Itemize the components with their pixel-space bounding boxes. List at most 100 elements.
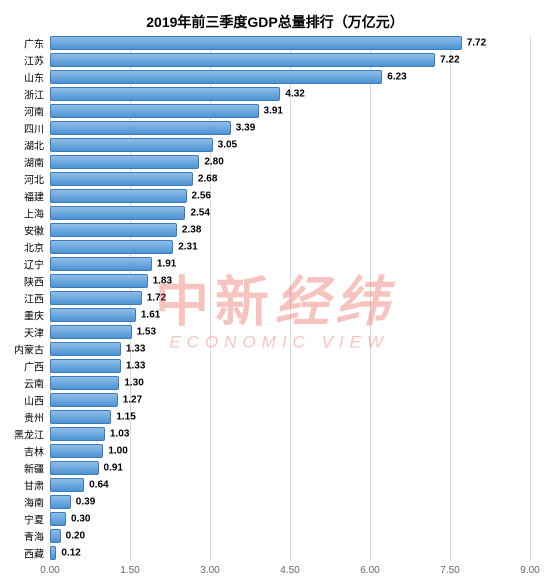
category-label: 甘肃 xyxy=(24,478,50,493)
category-label: 上海 xyxy=(24,206,50,221)
bar xyxy=(50,240,173,254)
category-label: 江苏 xyxy=(24,53,50,68)
bar xyxy=(50,172,193,186)
bar-row: 北京2.31 xyxy=(50,240,530,254)
category-label: 辽宁 xyxy=(24,257,50,272)
bar-row: 安徽2.38 xyxy=(50,223,530,237)
value-label: 0.20 xyxy=(66,531,85,542)
bar-row: 广东7.72 xyxy=(50,36,530,50)
x-tick-label: 0.00 xyxy=(40,565,59,576)
bar-row: 海南0.39 xyxy=(50,495,530,509)
value-label: 2.80 xyxy=(204,157,223,168)
bar-row: 辽宁1.91 xyxy=(50,257,530,271)
value-label: 1.53 xyxy=(137,327,156,338)
bar-row: 云南1.30 xyxy=(50,376,530,390)
bar-row: 山西1.27 xyxy=(50,393,530,407)
x-tick-label: 7.50 xyxy=(440,565,459,576)
bar-row: 新疆0.91 xyxy=(50,461,530,475)
value-label: 2.31 xyxy=(178,242,197,253)
bar xyxy=(50,495,71,509)
chart-container: 2019年前三季度GDP总量排行（万亿元） 广东7.72江苏7.22山东6.23… xyxy=(0,0,550,587)
category-label: 四川 xyxy=(24,121,50,136)
category-label: 山东 xyxy=(24,70,50,85)
value-label: 2.56 xyxy=(192,191,211,202)
chart-title: 2019年前三季度GDP总量排行（万亿元） xyxy=(0,0,550,36)
value-label: 3.05 xyxy=(218,140,237,151)
bar xyxy=(50,274,148,288)
bar xyxy=(50,546,56,560)
bar xyxy=(50,376,119,390)
value-label: 0.12 xyxy=(61,548,80,559)
bar xyxy=(50,529,61,543)
category-label: 广西 xyxy=(24,359,50,374)
bar xyxy=(50,342,121,356)
category-label: 广东 xyxy=(24,36,50,51)
value-label: 0.91 xyxy=(104,463,123,474)
bar xyxy=(50,87,280,101)
bar xyxy=(50,121,231,135)
bar xyxy=(50,189,187,203)
category-label: 内蒙古 xyxy=(14,342,50,357)
bar-row: 山东6.23 xyxy=(50,70,530,84)
bar-row: 青海0.20 xyxy=(50,529,530,543)
x-tick-label: 9.00 xyxy=(520,565,539,576)
category-label: 安徽 xyxy=(24,223,50,238)
value-label: 1.15 xyxy=(116,412,135,423)
bar-row: 四川3.39 xyxy=(50,121,530,135)
bar xyxy=(50,70,382,84)
bar xyxy=(50,512,66,526)
category-label: 青海 xyxy=(24,529,50,544)
value-label: 1.72 xyxy=(147,293,166,304)
x-tick-label: 1.50 xyxy=(120,565,139,576)
bar xyxy=(50,444,103,458)
bar-row: 河北2.68 xyxy=(50,172,530,186)
value-label: 0.39 xyxy=(76,497,95,508)
bar xyxy=(50,325,132,339)
category-label: 贵州 xyxy=(24,410,50,425)
bar xyxy=(50,461,99,475)
bar-row: 甘肃0.64 xyxy=(50,478,530,492)
bar-row: 宁夏0.30 xyxy=(50,512,530,526)
x-axis: 0.001.503.004.506.007.509.00 xyxy=(50,565,530,579)
category-label: 海南 xyxy=(24,495,50,510)
plot-area: 广东7.72江苏7.22山东6.23浙江4.32河南3.91四川3.39湖北3.… xyxy=(50,36,530,561)
value-label: 1.91 xyxy=(157,259,176,270)
bar-row: 上海2.54 xyxy=(50,206,530,220)
category-label: 西藏 xyxy=(24,546,50,561)
bar-row: 河南3.91 xyxy=(50,104,530,118)
value-label: 1.33 xyxy=(126,361,145,372)
category-label: 天津 xyxy=(24,325,50,340)
x-tick-label: 4.50 xyxy=(280,565,299,576)
bar-row: 吉林1.00 xyxy=(50,444,530,458)
bar xyxy=(50,393,118,407)
bar-row: 广西1.33 xyxy=(50,359,530,373)
value-label: 3.91 xyxy=(264,106,283,117)
value-label: 1.83 xyxy=(153,276,172,287)
category-label: 河北 xyxy=(24,172,50,187)
bar-row: 内蒙古1.33 xyxy=(50,342,530,356)
category-label: 北京 xyxy=(24,240,50,255)
category-label: 山西 xyxy=(24,393,50,408)
bar xyxy=(50,359,121,373)
category-label: 江西 xyxy=(24,291,50,306)
bar xyxy=(50,291,142,305)
x-tick-label: 6.00 xyxy=(360,565,379,576)
category-label: 湖南 xyxy=(24,155,50,170)
category-label: 重庆 xyxy=(24,308,50,323)
value-label: 7.72 xyxy=(467,38,486,49)
value-label: 0.30 xyxy=(71,514,90,525)
category-label: 宁夏 xyxy=(24,512,50,527)
value-label: 2.68 xyxy=(198,174,217,185)
category-label: 河南 xyxy=(24,104,50,119)
bar xyxy=(50,104,259,118)
value-label: 0.64 xyxy=(89,480,108,491)
bar-row: 江苏7.22 xyxy=(50,53,530,67)
bar-row: 陕西1.83 xyxy=(50,274,530,288)
bar xyxy=(50,206,185,220)
x-tick-label: 3.00 xyxy=(200,565,219,576)
value-label: 4.32 xyxy=(285,89,304,100)
bar xyxy=(50,155,199,169)
bar-row: 浙江4.32 xyxy=(50,87,530,101)
bar xyxy=(50,36,462,50)
category-label: 福建 xyxy=(24,189,50,204)
